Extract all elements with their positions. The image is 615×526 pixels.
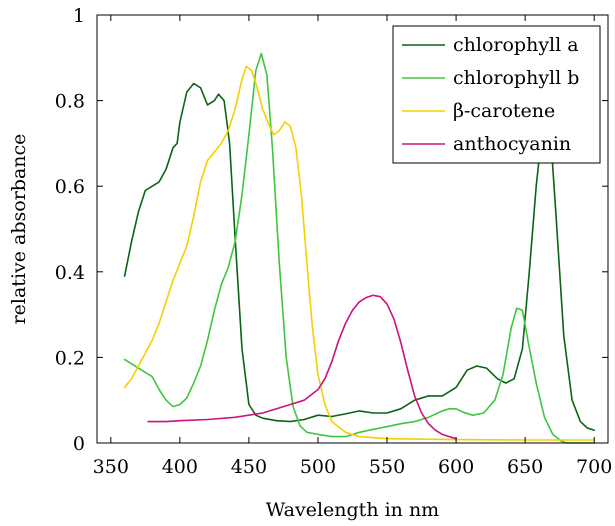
- x-tick-label: 400: [162, 456, 198, 478]
- legend-label-anthocyanin: anthocyanin: [453, 133, 571, 155]
- y-tick-label: 1: [73, 5, 85, 27]
- legend-label-chlorophyll-b: chlorophyll b: [453, 67, 579, 89]
- series-line-anthocyanin: [147, 294, 457, 440]
- series-lines: [123, 52, 595, 444]
- legend-box: [392, 25, 601, 164]
- x-tick-label: 450: [231, 456, 267, 478]
- x-tick-label: 650: [507, 456, 543, 478]
- y-tick-label: 0.8: [55, 91, 85, 113]
- series-line-chlorophyll-b: [123, 52, 595, 444]
- x-tick-label: 600: [438, 456, 474, 478]
- series-line-chlorophyll-a: [123, 82, 595, 431]
- legend-items: chlorophyll a chlorophyll b β-carotene anth…: [402, 34, 579, 155]
- legend-label-carotene: β-carotene: [453, 100, 555, 122]
- x-axis-label: Wavelength in nm: [266, 499, 439, 521]
- y-tick-label: 0.4: [55, 262, 85, 284]
- legend-label-chlorophyll-a: chlorophyll a: [453, 34, 579, 56]
- y-axis-label: relative absorbance: [8, 134, 30, 325]
- y-tick-label: 0.6: [55, 176, 85, 198]
- series-line-carotene: [123, 65, 595, 441]
- x-tick-label: 500: [300, 456, 336, 478]
- y-tick-label: 0: [73, 433, 85, 455]
- legend: chlorophyll a chlorophyll b β-carotene anth…: [392, 25, 601, 164]
- plot-frame: [96, 14, 609, 444]
- x-tick-label: 350: [93, 456, 129, 478]
- axis-ticks: 350 400 450 500 550 600 650 700 0 0.2 0.4 0.6 0.8 1: [55, 5, 613, 478]
- x-tick-label: 550: [369, 456, 405, 478]
- x-tick-label: 700: [576, 456, 612, 478]
- y-tick-label: 0.2: [55, 347, 85, 369]
